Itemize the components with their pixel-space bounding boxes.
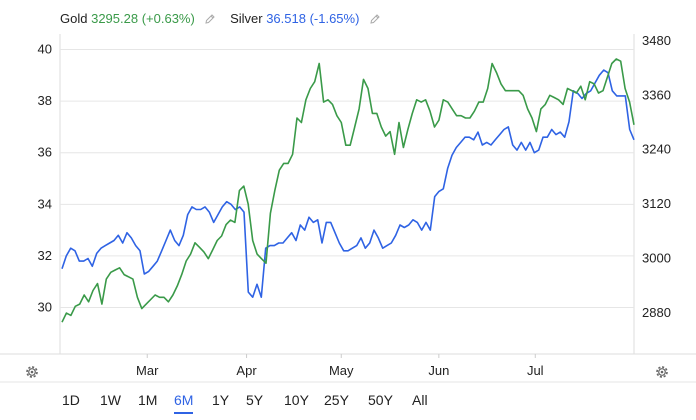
gold-legend-label: Gold (60, 11, 88, 26)
x-tick-label: Jun (428, 363, 449, 378)
range-button-all[interactable]: All (412, 392, 428, 408)
gold-legend-value: 3295.28 (+0.63%) (91, 11, 195, 26)
x-tick-label: May (329, 363, 354, 378)
right-tick-label: 3240 (642, 142, 671, 157)
silver-series-line (61, 69, 635, 299)
x-tick-label: Apr (236, 363, 257, 378)
left-tick-label: 36 (38, 145, 52, 160)
pencil-icon[interactable] (204, 11, 216, 26)
silver-legend-label: Silver (230, 11, 263, 26)
x-tick-label: Mar (136, 363, 159, 378)
silver-legend-value: 36.518 (-1.65%) (266, 11, 360, 26)
right-tick-label: 3480 (642, 33, 671, 48)
range-button-1d[interactable]: 1D (62, 392, 80, 408)
left-tick-label: 30 (38, 300, 52, 315)
gear-icon[interactable] (24, 364, 40, 380)
x-tick-label: Jul (527, 363, 544, 378)
range-button-5y[interactable]: 5Y (246, 392, 264, 408)
left-tick-label: 38 (38, 93, 52, 108)
left-tick-label: 32 (38, 248, 52, 263)
pencil-icon[interactable] (369, 11, 381, 26)
gold-series-line (61, 58, 635, 323)
left-tick-label: 34 (38, 196, 52, 211)
legend: Gold 3295.28 (+0.63%) Silver 36.518 (-1.… (60, 11, 391, 26)
range-button-10y[interactable]: 10Y (284, 392, 309, 408)
range-button-25y[interactable]: 25Y (324, 392, 349, 408)
range-button-50y[interactable]: 50Y (368, 392, 393, 408)
range-button-6m[interactable]: 6M (174, 390, 194, 414)
gear-icon[interactable] (654, 364, 670, 380)
range-button-1m[interactable]: 1M (138, 392, 158, 408)
right-tick-label: 3120 (642, 196, 671, 211)
range-button-1w[interactable]: 1W (100, 392, 121, 408)
right-tick-label: 3360 (642, 87, 671, 102)
range-button-1y[interactable]: 1Y (212, 392, 230, 408)
right-tick-label: 2880 (642, 305, 671, 320)
right-tick-label: 3000 (642, 251, 671, 266)
left-tick-label: 40 (38, 41, 52, 56)
